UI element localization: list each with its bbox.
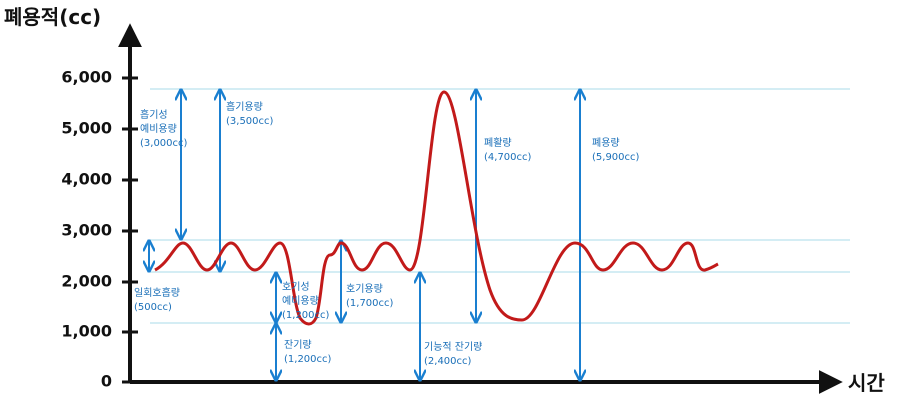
y-axis-label: 폐용적(cc) [4, 5, 101, 29]
annotation: 폐활량 [484, 136, 512, 149]
annotation: (1,200cc) [282, 310, 330, 321]
annotation: (4,700cc) [484, 152, 532, 163]
annotation: (2,400cc) [424, 356, 472, 367]
arrows [149, 91, 580, 379]
annotation: 기능적 잔기량 [424, 341, 482, 353]
annotation: 예비용량 [140, 123, 177, 135]
volume-curve [154, 90, 719, 326]
y-tick-label: 3,000 [61, 221, 112, 240]
annotation: 흡기용량 [226, 100, 263, 113]
annotation: 예비용량 [282, 295, 319, 307]
y-tick-label: 2,000 [61, 272, 112, 291]
annotation: (500cc) [134, 302, 172, 313]
y-tick-label: 0 [101, 372, 112, 391]
annotation: 폐용량 [592, 137, 620, 149]
y-tick-label: 6,000 [61, 68, 112, 87]
annotation: (1,200cc) [284, 354, 332, 365]
annotation: 흡기성 [140, 108, 168, 121]
annotation: 호기성 [282, 281, 310, 293]
annotation: 호기용량 [346, 283, 383, 295]
axes [118, 23, 843, 394]
y-tick-label: 4,000 [61, 170, 112, 189]
annotation: 일회호흡량 [134, 286, 180, 299]
guide-lines [150, 88, 850, 324]
x-axis-label: 시간 [848, 371, 885, 395]
annotation: (1,700cc) [346, 298, 394, 309]
annotation: (5,900cc) [592, 152, 640, 163]
annotation: (3,500cc) [226, 116, 274, 127]
y-tick-label: 1,000 [61, 322, 112, 341]
y-tick-label: 5,000 [61, 119, 112, 138]
annotation: 잔기량 [284, 339, 312, 351]
annotation: (3,000cc) [140, 138, 188, 149]
